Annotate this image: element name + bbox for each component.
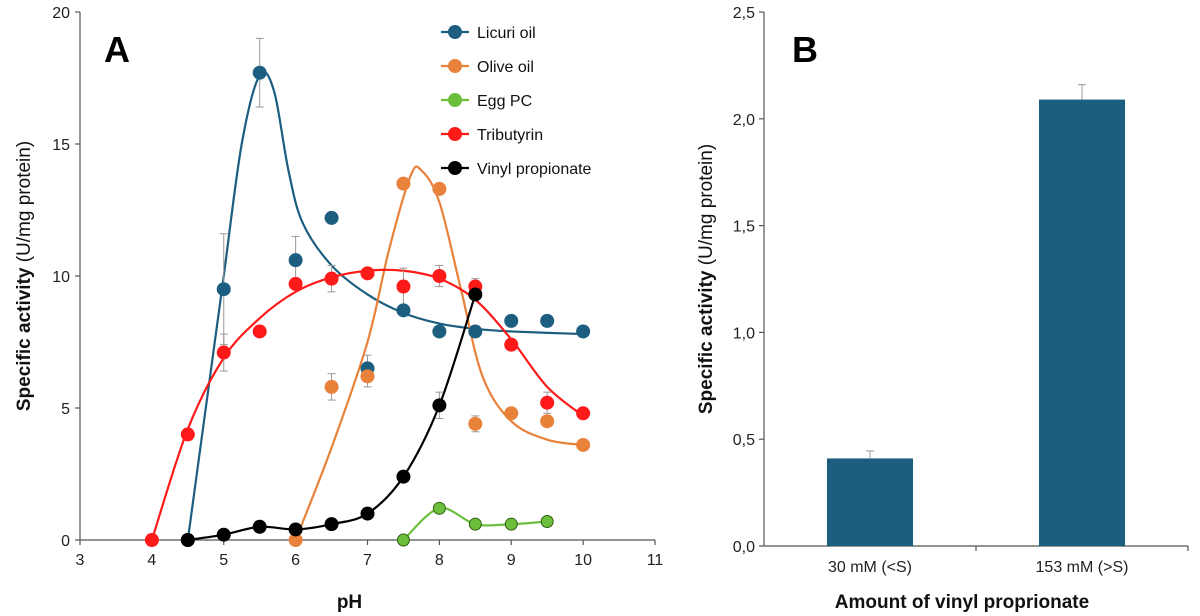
- data-point-tributyrin: [396, 279, 411, 294]
- data-point-vinyl-propionate: [180, 533, 195, 547]
- x-tick-label: 8: [435, 552, 444, 569]
- data-point-licuri-oil: [468, 324, 483, 339]
- x-tick-label: 3: [76, 552, 85, 569]
- data-point-egg-pc: [504, 517, 518, 531]
- data-point-licuri-oil: [576, 324, 591, 339]
- bar-2: [1039, 99, 1125, 547]
- x-axis-title: Amount of vinyl proprionate: [835, 592, 1089, 613]
- data-point-licuri-oil: [540, 313, 555, 328]
- data-point-tributyrin: [288, 276, 303, 291]
- data-point-tributyrin: [504, 337, 519, 352]
- fit-curve-olive-oil: [294, 165, 584, 541]
- legend-label: Licuri oil: [477, 25, 536, 42]
- legend-marker: [448, 25, 462, 39]
- data-point-olive-oil: [576, 437, 591, 452]
- y-tick-label: 2,5: [733, 5, 755, 22]
- x-tick-label: 9: [507, 552, 516, 569]
- data-point-licuri-oil: [432, 324, 447, 339]
- data-point-vinyl-propionate: [216, 527, 231, 542]
- data-point-licuri-oil: [252, 65, 267, 80]
- data-point-tributyrin: [360, 266, 375, 281]
- data-point-vinyl-propionate: [396, 469, 411, 484]
- y-tick-label: 1,0: [733, 325, 755, 342]
- data-point-tributyrin: [540, 395, 555, 410]
- panel-a-chart: 0 5 10 15 20 3 4 5 6 7 8 9 10 11 pH Specific activity (…: [14, 5, 664, 613]
- data-point-licuri-oil: [288, 253, 303, 268]
- data-point-olive-oil: [396, 176, 411, 191]
- y-axis-title-main: Specific activity: [14, 262, 35, 411]
- data-point-olive-oil: [324, 379, 339, 394]
- legend-label: Vinyl propionate: [477, 161, 592, 178]
- fit-curve-vinyl-propionate: [187, 294, 477, 542]
- data-point-olive-oil: [540, 414, 555, 429]
- y-tick-label: 2,0: [733, 112, 755, 129]
- data-point-egg-pc: [468, 517, 482, 531]
- x-tick-label: 7: [363, 552, 372, 569]
- x-axis-title: pH: [337, 592, 362, 613]
- y-tick-label: 1,5: [733, 219, 755, 236]
- data-point-vinyl-propionate: [360, 506, 375, 521]
- data-point-olive-oil: [432, 181, 447, 196]
- data-point-olive-oil: [504, 406, 519, 421]
- y-tick-label: 10: [52, 269, 70, 286]
- data-point-vinyl-propionate: [324, 517, 339, 532]
- data-point-egg-pc: [540, 515, 554, 529]
- data-point-licuri-oil: [396, 303, 411, 318]
- data-point-vinyl-propionate: [468, 287, 483, 302]
- data-point-tributyrin: [576, 406, 591, 421]
- y-tick-label: 0: [61, 533, 70, 550]
- x-tick-label: 6: [291, 552, 300, 569]
- panel-letter: A: [104, 29, 130, 70]
- x-tick-label: 30 mM (<S): [828, 559, 912, 576]
- panel-letter: B: [792, 29, 818, 70]
- data-point-vinyl-propionate: [252, 519, 267, 534]
- data-point-licuri-oil: [324, 210, 339, 225]
- legend-marker: [448, 93, 462, 107]
- data-point-egg-pc: [396, 533, 410, 547]
- data-point-olive-oil: [468, 416, 483, 431]
- y-axis-title: Specific activity (U/mg protein): [696, 144, 717, 414]
- y-tick-label: 0,0: [733, 539, 755, 556]
- y-tick-label: 0,5: [733, 432, 755, 449]
- data-point-vinyl-propionate: [288, 522, 303, 537]
- x-tick-label: 10: [574, 552, 592, 569]
- data-point-tributyrin: [216, 345, 231, 360]
- y-axis-title-unit: (U/mg protein): [696, 144, 717, 265]
- data-point-vinyl-propionate: [432, 398, 447, 413]
- data-point-tributyrin: [180, 427, 195, 442]
- y-tick-label: 5: [61, 401, 70, 418]
- legend-label: Egg PC: [477, 93, 532, 110]
- fit-curve-tributyrin: [150, 268, 584, 541]
- legend-label: Olive oil: [477, 59, 534, 76]
- data-point-olive-oil: [288, 533, 303, 547]
- data-point-tributyrin: [432, 269, 447, 283]
- bar-1: [827, 458, 913, 546]
- legend-label: Tributyrin: [477, 127, 543, 144]
- y-tick-label: 15: [52, 137, 70, 154]
- data-point-olive-oil: [360, 369, 375, 384]
- x-tick-label: 11: [647, 552, 664, 569]
- y-axis-title-main: Specific activity: [696, 265, 717, 414]
- y-axis-title: Specific activity (U/mg protein): [14, 141, 35, 411]
- y-tick-label: 20: [52, 5, 70, 22]
- x-tick-label: 153 mM (>S): [1036, 559, 1129, 576]
- panel-b-chart: 0,0 0,5 1,0 1,5 2,0 2,5 30 mM (<S) 153 mM (>S) A…: [696, 5, 1189, 613]
- x-tick-label: 4: [147, 552, 156, 569]
- x-tick-label: 5: [219, 552, 228, 569]
- legend-marker: [448, 127, 462, 141]
- legend-marker: [448, 161, 462, 175]
- legend-marker: [448, 59, 462, 73]
- data-point-tributyrin: [324, 271, 339, 286]
- data-point-licuri-oil: [216, 282, 231, 297]
- data-point-tributyrin: [144, 533, 159, 547]
- data-point-egg-pc: [432, 501, 446, 515]
- data-point-licuri-oil: [504, 313, 519, 328]
- data-point-tributyrin: [252, 324, 267, 339]
- y-axis-title-unit: (U/mg protein): [14, 141, 35, 262]
